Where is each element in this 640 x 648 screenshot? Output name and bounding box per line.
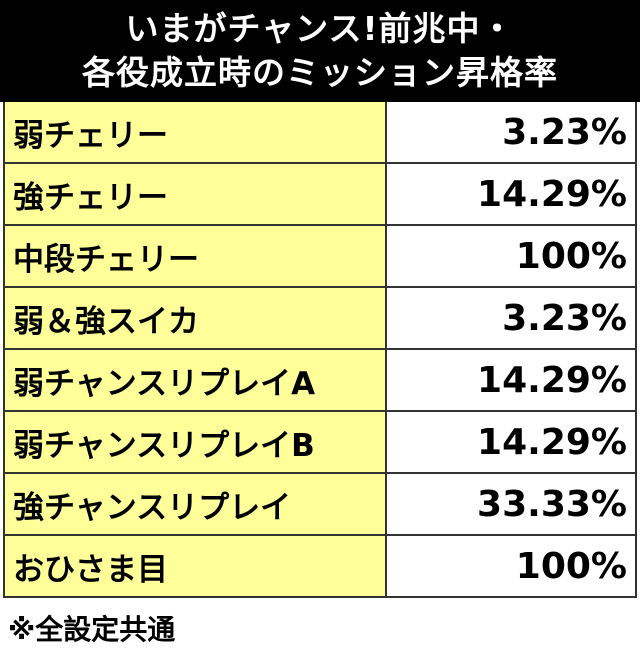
page-title: いまがチャンス!前兆中・ 各役成立時のミッション昇格率 — [0, 0, 640, 102]
table-row: 弱＆強スイカ 3.23% — [5, 288, 635, 350]
rate-value: 14.29% — [387, 412, 635, 472]
table-row: 弱チャンスリプレイA 14.29% — [5, 350, 635, 412]
role-label: 弱チャンスリプレイA — [5, 350, 387, 410]
table-row: 中段チェリー 100% — [5, 226, 635, 288]
table-row: おひさま目 100% — [5, 536, 635, 598]
table-row: 弱チェリー 3.23% — [5, 102, 635, 164]
rate-value: 3.23% — [387, 102, 635, 162]
table-row: 弱チャンスリプレイB 14.29% — [5, 412, 635, 474]
title-line-2: 各役成立時のミッション昇格率 — [82, 53, 558, 92]
rate-value: 3.23% — [387, 288, 635, 348]
role-label: 中段チェリー — [5, 226, 387, 286]
upgrade-rate-table: 弱チェリー 3.23% 強チェリー 14.29% 中段チェリー 100% 弱＆強… — [3, 102, 637, 598]
role-label: 強チェリー — [5, 164, 387, 224]
rate-value: 100% — [387, 536, 635, 596]
rate-value: 14.29% — [387, 164, 635, 224]
footnote: ※全設定共通 — [8, 613, 176, 646]
role-label: 強チャンスリプレイ — [5, 474, 387, 534]
role-label: おひさま目 — [5, 536, 387, 596]
role-label: 弱チャンスリプレイB — [5, 412, 387, 472]
rate-value: 100% — [387, 226, 635, 286]
rate-value: 14.29% — [387, 350, 635, 410]
rate-value: 33.33% — [387, 474, 635, 534]
table-row: 強チャンスリプレイ 33.33% — [5, 474, 635, 536]
table-row: 強チェリー 14.29% — [5, 164, 635, 226]
title-line-1: いまがチャンス!前兆中・ — [125, 9, 515, 48]
role-label: 弱チェリー — [5, 102, 387, 162]
role-label: 弱＆強スイカ — [5, 288, 387, 348]
